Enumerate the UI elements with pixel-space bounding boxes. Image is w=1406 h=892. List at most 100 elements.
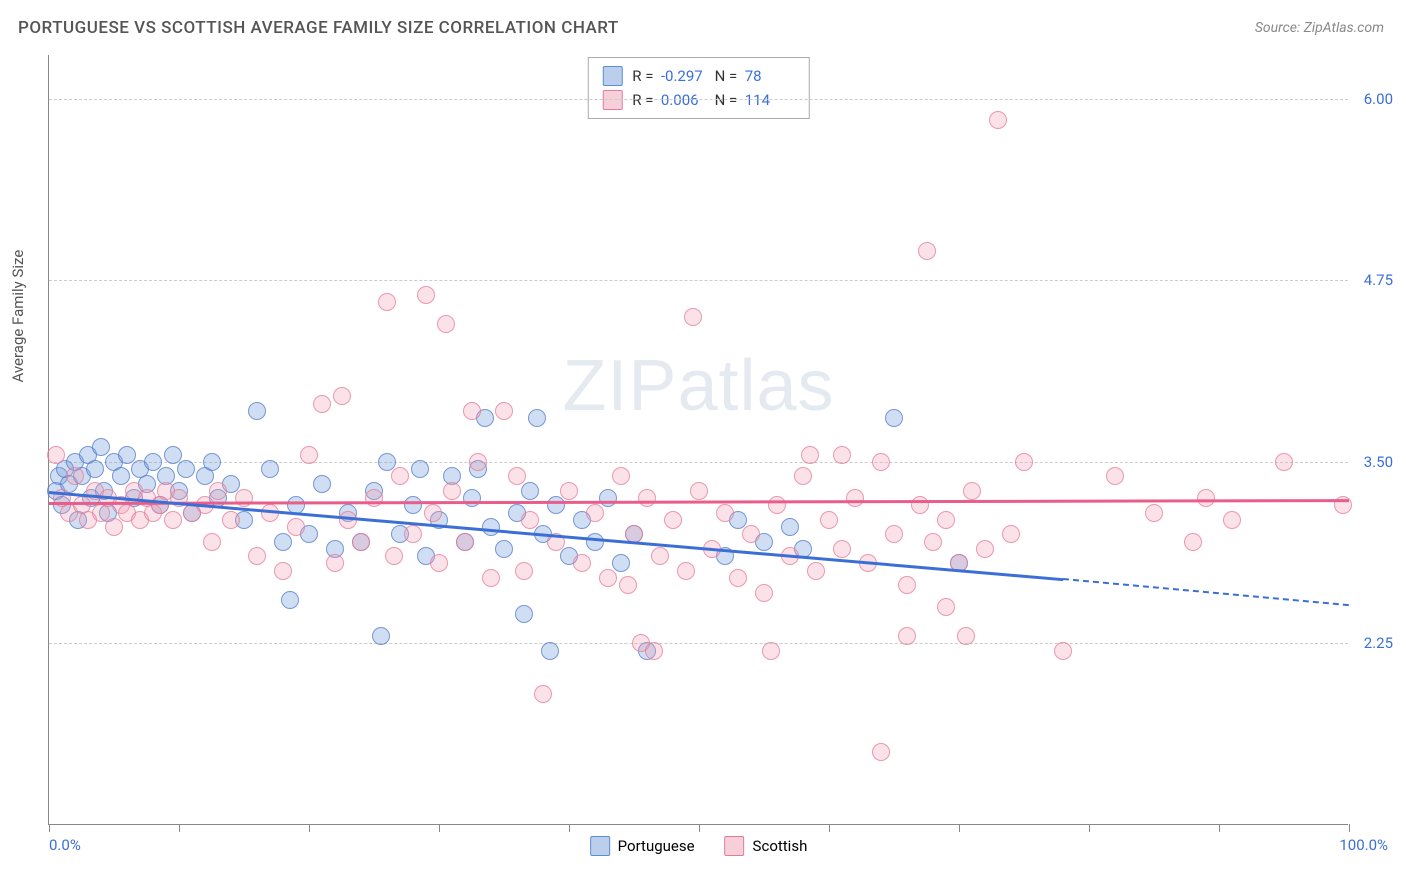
x-tick [179, 824, 180, 832]
x-tick [49, 824, 50, 832]
data-point [424, 504, 442, 522]
data-point [619, 576, 637, 594]
data-point [463, 489, 481, 507]
x-max-label: 100.0% [1339, 836, 1388, 854]
data-point [599, 489, 617, 507]
data-point [248, 547, 266, 565]
data-point [645, 642, 663, 660]
data-point [430, 554, 448, 572]
data-point [515, 562, 533, 580]
swatch-blue-icon [602, 66, 622, 86]
plot-area: ZIPatlas R = -0.297 N = 78 R = 0.006 N =… [48, 55, 1348, 825]
data-point [66, 467, 84, 485]
gridline [49, 99, 1348, 100]
y-tick-label: 4.75 [1364, 271, 1393, 289]
data-point [1275, 453, 1293, 471]
data-point [781, 518, 799, 536]
data-point [937, 511, 955, 529]
stats-legend: R = -0.297 N = 78 R = 0.006 N = 114 [587, 57, 809, 119]
data-point [112, 467, 130, 485]
data-point [1145, 504, 1163, 522]
data-point [1015, 453, 1033, 471]
data-point [599, 569, 617, 587]
data-point [385, 547, 403, 565]
data-point [456, 533, 474, 551]
x-tick [309, 824, 310, 832]
data-point [495, 402, 513, 420]
data-point [898, 627, 916, 645]
data-point [411, 460, 429, 478]
data-point [274, 533, 292, 551]
data-point [86, 460, 104, 478]
data-point [612, 554, 630, 572]
watermark: ZIPatlas [562, 345, 834, 427]
data-point [463, 402, 481, 420]
swatch-blue-icon [590, 836, 610, 856]
data-point [957, 627, 975, 645]
data-point [437, 315, 455, 333]
data-point [651, 547, 669, 565]
swatch-pink-icon [602, 90, 622, 110]
x-min-label: 0.0% [49, 836, 81, 854]
data-point [118, 446, 136, 464]
data-point [209, 482, 227, 500]
data-point [820, 511, 838, 529]
data-point [528, 409, 546, 427]
data-point [716, 504, 734, 522]
data-point [573, 554, 591, 572]
data-point [92, 438, 110, 456]
data-point [846, 489, 864, 507]
data-point [1106, 467, 1124, 485]
data-point [378, 293, 396, 311]
series-legend-portuguese: Portuguese [590, 836, 695, 856]
data-point [885, 525, 903, 543]
data-point [495, 540, 513, 558]
data-point [963, 482, 981, 500]
data-point [404, 525, 422, 543]
y-axis-label: Average Family Size [9, 250, 27, 383]
data-point [807, 562, 825, 580]
data-point [898, 576, 916, 594]
data-point [1197, 489, 1215, 507]
data-point [612, 467, 630, 485]
data-point [287, 518, 305, 536]
series-legend-scottish: Scottish [725, 836, 808, 856]
data-point [885, 409, 903, 427]
data-point [586, 533, 604, 551]
data-point [560, 482, 578, 500]
series-legend: Portuguese Scottish [590, 836, 808, 856]
data-point [521, 482, 539, 500]
data-point [300, 446, 318, 464]
data-point [521, 511, 539, 529]
data-point [976, 540, 994, 558]
stats-legend-row-pink: R = 0.006 N = 114 [602, 88, 794, 112]
data-point [794, 467, 812, 485]
data-point [378, 453, 396, 471]
data-point [937, 598, 955, 616]
data-point [352, 533, 370, 551]
source-attribution: Source: ZipAtlas.com [1255, 20, 1384, 36]
data-point [515, 605, 533, 623]
data-point [690, 482, 708, 500]
chart-title: PORTUGUESE VS SCOTTISH AVERAGE FAMILY SI… [18, 18, 619, 38]
data-point [1223, 511, 1241, 529]
data-point [372, 627, 390, 645]
stats-legend-row-blue: R = -0.297 N = 78 [602, 64, 794, 88]
y-tick-label: 3.50 [1364, 453, 1393, 471]
data-point [469, 453, 487, 471]
data-point [677, 562, 695, 580]
data-point [105, 518, 123, 536]
gridline [49, 462, 1348, 463]
x-tick [439, 824, 440, 832]
y-tick-label: 2.25 [1364, 634, 1393, 652]
data-point [326, 554, 344, 572]
data-point [833, 446, 851, 464]
data-point [924, 533, 942, 551]
data-point [1184, 533, 1202, 551]
x-tick [1219, 824, 1220, 832]
data-point [833, 540, 851, 558]
data-point [541, 642, 559, 660]
data-point [164, 446, 182, 464]
data-point [762, 642, 780, 660]
data-point [482, 518, 500, 536]
